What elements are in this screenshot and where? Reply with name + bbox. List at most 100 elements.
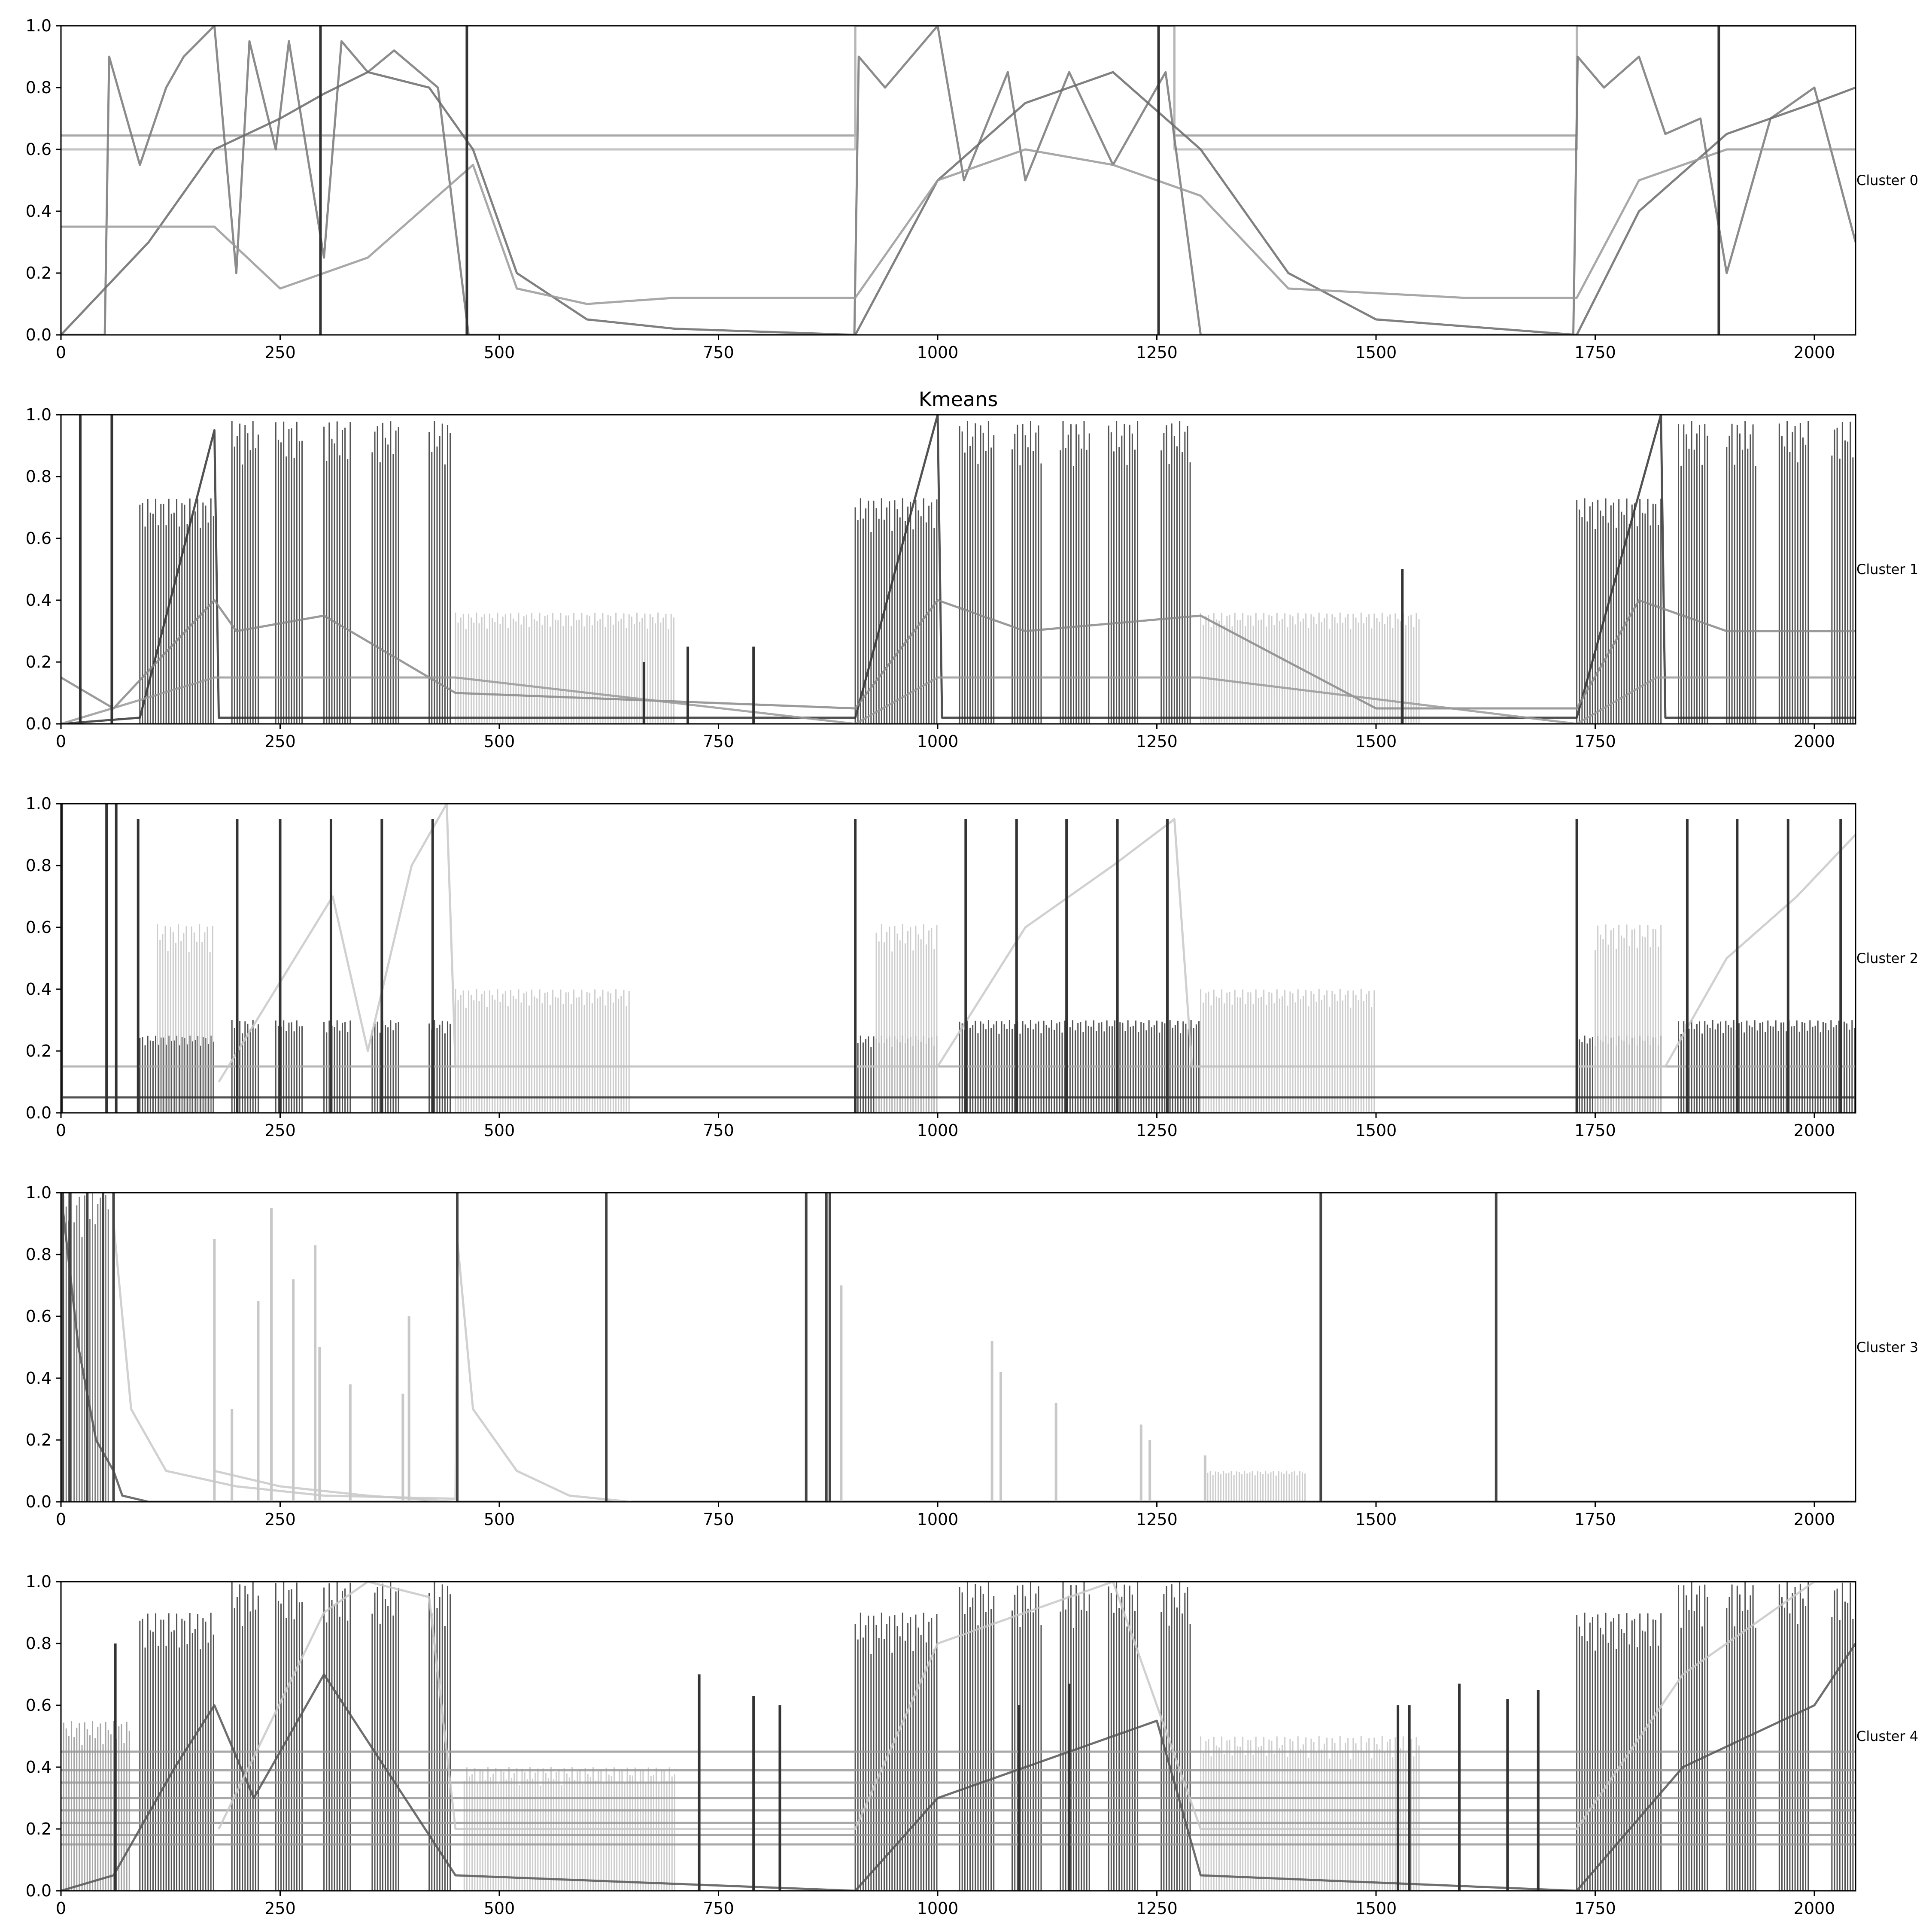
spike-burst: [854, 498, 938, 724]
spike-burst: [1576, 498, 1662, 724]
y-tick-label: 0.6: [26, 918, 52, 937]
y-tick-label: 1.0: [26, 16, 52, 35]
x-tick-label: 500: [484, 1510, 515, 1529]
spike-burst: [157, 924, 213, 1113]
x-tick-label: 2000: [1794, 732, 1835, 751]
cluster-label: Cluster 2: [1856, 950, 1918, 966]
x-tick-label: 1250: [1136, 1121, 1178, 1140]
x-tick-label: 1250: [1136, 1899, 1178, 1918]
axes-frame: [60, 25, 1856, 336]
series-line: [61, 71, 1856, 335]
x-tick-label: 500: [484, 343, 515, 362]
x-tick-label: 1000: [917, 343, 959, 362]
x-tick-label: 1750: [1574, 1121, 1616, 1140]
y-tick-label: 0.6: [26, 140, 52, 159]
x-tick-label: 0: [56, 732, 66, 751]
series-line: [61, 415, 1856, 724]
x-tick-label: 1750: [1574, 732, 1616, 751]
x-tick-label: 2000: [1794, 1121, 1835, 1140]
y-tick-label: 1.0: [26, 1572, 52, 1591]
cluster-panel-2: 0 250 500 750 1000 1250 1500 1750 2000 0.0 0.2 0.4 0…: [26, 794, 1919, 1140]
x-tick-label: 2000: [1794, 343, 1835, 362]
y-tick-label: 0.0: [26, 1881, 52, 1900]
series-line: [61, 599, 1856, 710]
y-tick-label: 0.2: [26, 1820, 52, 1838]
x-tick-label: 0: [56, 343, 66, 362]
spike-burst: [455, 989, 630, 1113]
y-tick-label: 1.0: [26, 1183, 52, 1202]
cluster-panel-3: 0 250 500 750 1000 1250 1500 1750 2000 0.0 0.2 0.4 0…: [26, 1183, 1919, 1529]
spike-burst: [875, 924, 938, 1113]
x-tick-label: 750: [703, 1510, 734, 1529]
spike-burst: [1726, 1582, 1756, 1891]
x-tick-label: 500: [484, 1121, 515, 1140]
y-tick-label: 0.8: [26, 78, 52, 97]
y-tick-label: 0.4: [26, 591, 52, 610]
cluster-label: Cluster 1: [1856, 561, 1918, 577]
spike-burst: [275, 1582, 303, 1891]
x-tick-label: 1000: [917, 732, 959, 751]
x-tick-label: 250: [264, 1121, 296, 1140]
series-line: [61, 676, 1856, 724]
series-line: [61, 26, 1856, 151]
x-tick-label: 1250: [1136, 1510, 1178, 1529]
cluster-panel-1: 0 250 500 750 1000 1250 1500 1750 2000 0.0 0.2 0.4 0…: [26, 405, 1919, 751]
plot-area: [61, 804, 1856, 1113]
figure-title: Kmeans: [919, 388, 998, 411]
x-tick-label: 1500: [1355, 732, 1397, 751]
series-line: [218, 1582, 1856, 1830]
series-line: [112, 1223, 631, 1502]
y-tick-label: 0.0: [26, 714, 52, 733]
cluster-label: Cluster 4: [1856, 1728, 1918, 1744]
spike-burst: [455, 612, 674, 724]
x-tick-label: 2000: [1794, 1510, 1835, 1529]
x-tick-label: 750: [703, 1121, 734, 1140]
y-tick-label: 0.6: [26, 1696, 52, 1715]
cluster-panel-4: 0 250 500 750 1000 1250 1500 1750 2000 0.0 0.2 0.4 0…: [26, 1572, 1919, 1918]
y-tick-label: 0.0: [26, 1492, 52, 1511]
series-line: [61, 148, 1856, 305]
axes-frame: [60, 414, 1856, 725]
spike-burst: [1200, 989, 1375, 1113]
spike-burst: [1200, 1736, 1420, 1891]
x-tick-label: 250: [264, 343, 296, 362]
spike-burst: [371, 421, 399, 724]
y-tick-label: 0.4: [26, 202, 52, 221]
x-tick-label: 250: [264, 1510, 296, 1529]
spike-burst: [1160, 421, 1191, 724]
y-tick-label: 0.0: [26, 325, 52, 344]
x-tick-label: 0: [56, 1510, 66, 1529]
spike-burst: [1108, 421, 1139, 724]
spike-burst: [139, 1036, 214, 1113]
y-tick-label: 0.2: [26, 1042, 52, 1060]
spike-burst: [428, 421, 451, 724]
plot-area: [61, 26, 1856, 335]
plot-area: [61, 1193, 1856, 1502]
spike-burst: [139, 498, 214, 724]
y-tick-label: 0.0: [26, 1103, 52, 1122]
y-tick-label: 0.4: [26, 1369, 52, 1388]
plot-area: [61, 1582, 1856, 1891]
x-tick-label: 1250: [1136, 343, 1178, 362]
x-tick-label: 1500: [1355, 1510, 1397, 1529]
y-tick-label: 0.8: [26, 856, 52, 875]
spike-burst: [1595, 924, 1662, 1113]
x-tick-label: 1750: [1574, 1510, 1616, 1529]
x-tick-label: 1750: [1574, 343, 1616, 362]
y-tick-label: 0.2: [26, 653, 52, 671]
cluster-label: Cluster 0: [1856, 172, 1918, 188]
x-tick-label: 750: [703, 732, 734, 751]
series-line: [214, 1470, 456, 1502]
axes-frame: [60, 1192, 1856, 1503]
spike-burst: [1060, 421, 1090, 724]
x-tick-label: 500: [484, 732, 515, 751]
spike-burst: [323, 1582, 351, 1891]
series-line: [61, 26, 1856, 335]
y-tick-label: 0.6: [26, 1307, 52, 1326]
spike-burst: [1204, 1471, 1306, 1502]
y-tick-label: 0.4: [26, 1758, 52, 1777]
spike-burst: [371, 1582, 399, 1891]
y-tick-label: 0.8: [26, 1245, 52, 1264]
spike-burst: [1831, 1582, 1856, 1891]
